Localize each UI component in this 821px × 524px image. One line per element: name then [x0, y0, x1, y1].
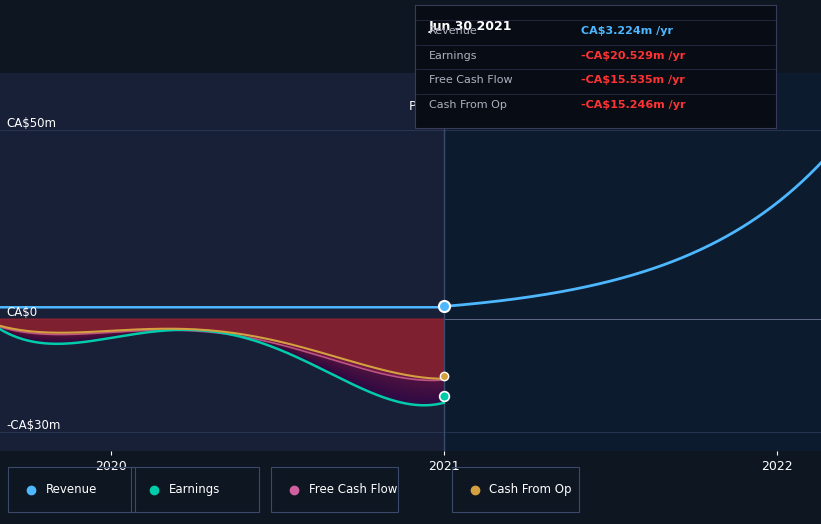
Text: Cash From Op: Cash From Op [489, 484, 571, 496]
Text: Past: Past [409, 100, 435, 113]
Text: CA$50m: CA$50m [7, 117, 57, 130]
Text: -CA$15.535m /yr: -CA$15.535m /yr [580, 75, 685, 85]
Text: Analysts Forecasts: Analysts Forecasts [457, 100, 574, 113]
Text: Earnings: Earnings [429, 51, 478, 61]
Text: Jun 30 2021: Jun 30 2021 [429, 20, 512, 33]
Text: CA$0: CA$0 [7, 305, 38, 319]
Text: Free Cash Flow: Free Cash Flow [429, 75, 512, 85]
Text: Cash From Op: Cash From Op [429, 100, 507, 110]
Text: CA$3.224m /yr: CA$3.224m /yr [580, 26, 672, 36]
Text: Free Cash Flow: Free Cash Flow [309, 484, 397, 496]
Text: Earnings: Earnings [169, 484, 221, 496]
Bar [444, 73, 821, 451]
Text: Revenue: Revenue [429, 26, 478, 36]
Text: -CA$20.529m /yr: -CA$20.529m /yr [580, 51, 685, 61]
Text: -CA$30m: -CA$30m [7, 419, 61, 432]
Text: -CA$15.246m /yr: -CA$15.246m /yr [580, 100, 686, 110]
Bar [0, 73, 444, 451]
Text: Revenue: Revenue [46, 484, 98, 496]
